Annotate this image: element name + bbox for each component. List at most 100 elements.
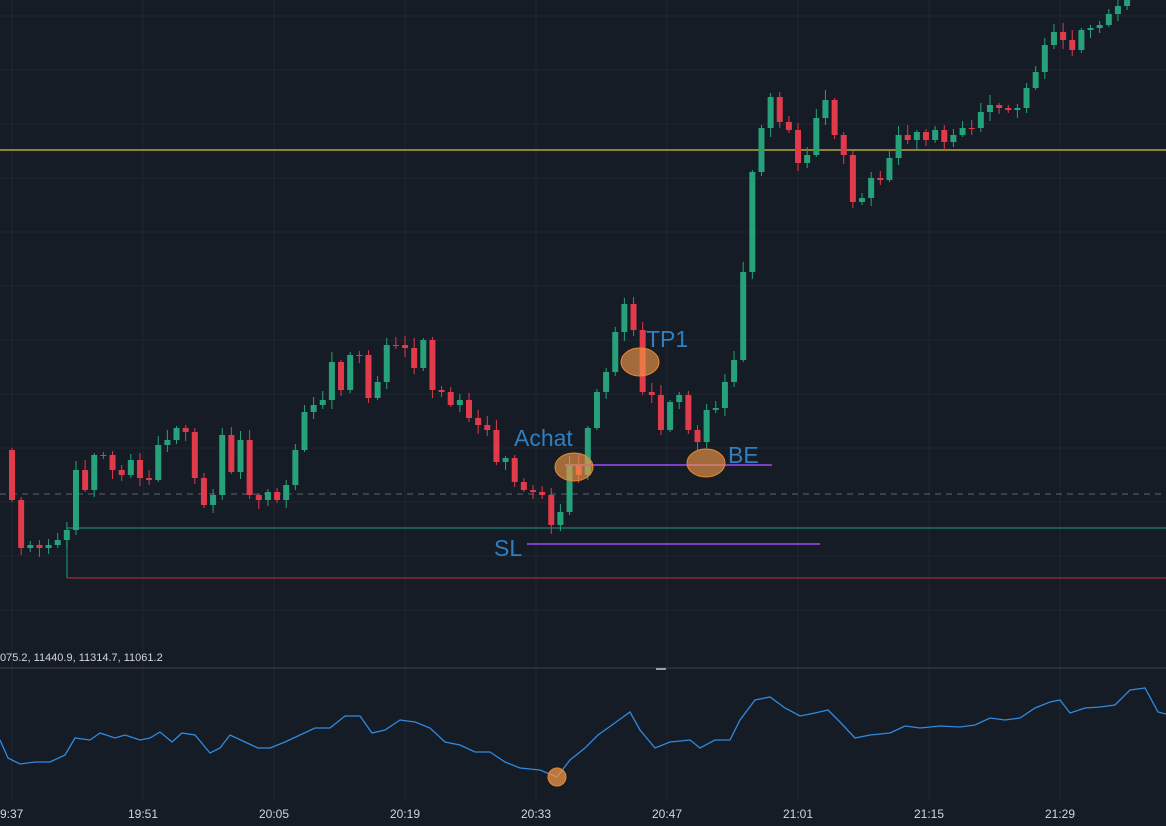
candle-body [584,428,591,475]
candle-body [648,392,655,395]
candle-body [740,272,747,360]
sl-label: SL [494,535,522,561]
candle-body [456,400,463,405]
candle-body [776,97,783,122]
candle-body [1069,40,1076,50]
candle-body [1023,88,1030,108]
candle-body [136,460,143,478]
candle-body [1050,32,1057,45]
candle-body [603,372,610,392]
candle-body [795,130,802,163]
time-label: 20:33 [521,807,551,821]
candle-body [548,495,555,525]
candle-body [667,402,674,430]
candle-body [392,345,399,346]
candle-body [712,408,719,410]
candle-body [292,450,299,485]
candle-body [210,495,217,505]
candle-body [749,172,756,272]
candle-body [968,128,975,129]
candle-body [1014,108,1021,110]
candle-body [127,460,134,475]
candle-body [758,128,765,172]
candle-body [164,440,171,445]
candle-body [356,355,363,356]
candle-body [36,545,43,548]
candle-body [703,410,710,442]
indicator-line [0,687,1166,778]
candle-body [45,545,52,548]
candle-body [785,122,792,130]
candle-body [1005,108,1012,110]
candle-body [1124,0,1131,6]
indicator-marker [547,767,567,787]
candle-body [1114,6,1121,14]
time-label: 21:01 [783,807,813,821]
candle-body [923,132,929,140]
candle-body [365,355,372,398]
candle-body [630,304,637,330]
candle-body [155,445,162,480]
candle-body [246,440,253,495]
candle-body [950,135,957,142]
candle-body [520,482,527,490]
tp-marker [620,347,660,377]
candle-body [502,458,509,462]
time-label: 21:15 [914,807,944,821]
candle-body [347,355,354,390]
candle-body [237,440,244,472]
candle-body [840,135,847,155]
candle-body [255,495,262,500]
candle-body [374,382,381,398]
be-label: BE [728,442,759,468]
candle-body [9,450,15,500]
candle-body [402,345,409,348]
candle-body [904,135,911,140]
candle-body [100,455,107,456]
candle-body [767,97,774,128]
candle-body [566,465,573,512]
candle-body [868,178,875,198]
candle-body [932,130,939,140]
entry-marker [554,452,594,482]
candle-body [886,158,893,180]
time-label: 19:51 [128,807,158,821]
candle-body [877,178,884,180]
candle-body [1105,14,1112,25]
candle-body [1078,30,1085,50]
candle-body [264,492,271,500]
candle-body [621,304,628,332]
candle-body [731,360,738,382]
candle-body [1096,25,1103,28]
candle-body [191,432,198,478]
candle-body [182,428,189,432]
indicator-legend: 075.2, 11440.9, 11314.7, 11061.2 [0,652,163,664]
candle-body [813,118,820,155]
candle-body [676,395,683,402]
candle-body [383,345,390,382]
candle-body [219,435,226,495]
candle-body [484,425,491,430]
candle-body [429,340,436,390]
candle-body [859,198,866,202]
time-label: 9:37 [0,807,24,821]
candle-body [511,458,518,482]
time-label: 21:29 [1045,807,1075,821]
candle-body [849,155,856,202]
candle-body [557,512,564,525]
candle-body [146,478,153,480]
candle-body [1032,72,1039,88]
candle-body [593,392,600,428]
candle-body [228,435,235,472]
candle-body [54,540,61,545]
time-axis: 9:37 19:51 20:05 20:19 20:33 20:47 21:01 21:15 2… [0,807,1075,821]
candle-body [822,100,829,118]
candle-body [1087,28,1094,30]
candle-body [986,105,993,112]
entry-label: Achat [514,425,573,451]
candle-body [804,155,811,163]
candle-body [109,455,116,470]
candle-body [63,530,70,540]
candle-body [118,470,125,475]
